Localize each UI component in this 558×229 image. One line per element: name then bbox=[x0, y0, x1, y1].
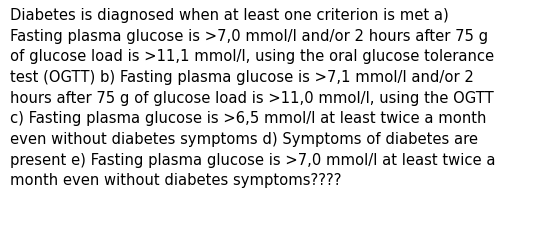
Text: Diabetes is diagnosed when at least one criterion is met a)
Fasting plasma gluco: Diabetes is diagnosed when at least one … bbox=[10, 8, 496, 187]
